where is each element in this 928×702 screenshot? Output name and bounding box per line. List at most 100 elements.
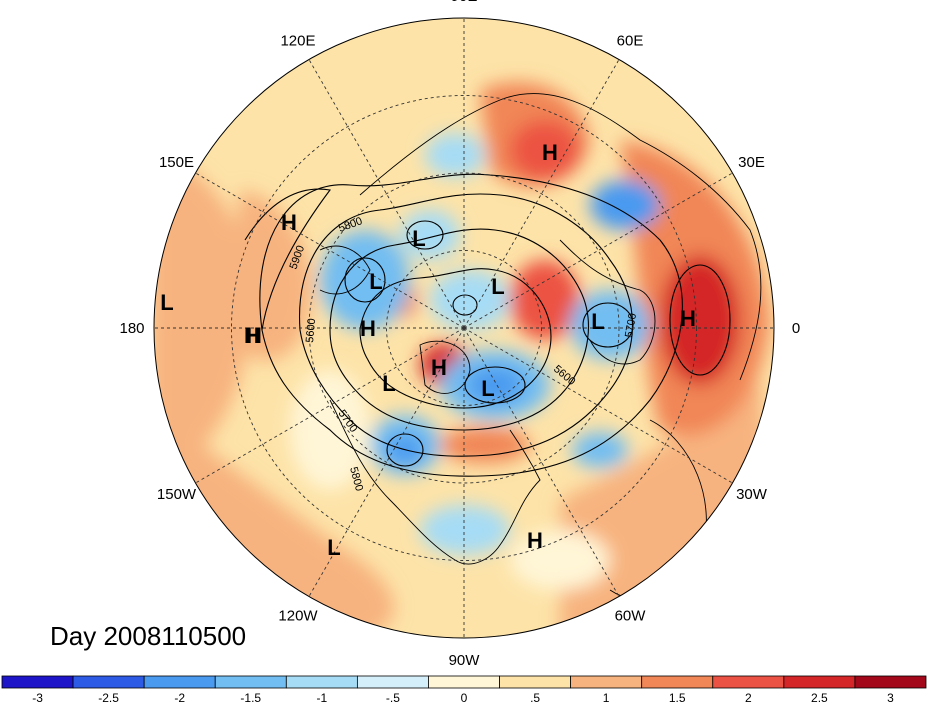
contour-inner-6 [406,220,444,250]
longitude-label-150w: 150W [157,486,197,503]
colorbar-swatch [214,675,287,689]
low-pressure-marker: L [160,290,173,315]
meridian-line [463,327,733,484]
contour-5900 [259,173,683,477]
low-pressure-marker: L [491,274,504,299]
colorbar-tick-label: 2 [745,691,752,702]
longitude-labels: 90E 60E 30E 0 30W 60W 90W 120W 150W 180 150E 120E [119,0,800,669]
field-central-red [510,260,580,340]
field-siberia-low [425,133,485,177]
colorbar-swatch [143,675,216,689]
high-pressure-marker: H [244,323,260,348]
coast-alaska [319,245,371,295]
contour-inner-3 [582,302,634,348]
colorbar-swatch [499,675,572,689]
meridian-line [308,327,465,597]
colorbar-tick-label: 2.5 [811,691,828,702]
field-pole-low [430,270,510,330]
low-pressure-marker: L [327,535,340,560]
date-caption: Day 2008110500 [50,621,246,651]
contour-label-4: 5600 [304,318,318,343]
contour-inner-4 [386,433,424,467]
colorbar-tick-label: -1.5 [240,691,261,702]
contour-inner-1 [344,257,386,303]
latitude-circle [308,172,620,484]
coast-north-america [329,399,541,565]
map-disc [154,18,774,638]
field-bering-low [400,210,460,260]
colorbar-tick-label: -2.5 [98,691,119,702]
high-pressure-marker: H [431,355,447,380]
colorbar-tick-label: 1.5 [669,691,686,702]
colorbar-swatch [641,675,714,689]
colorbar-swatch [72,675,145,689]
colorbar-swatch [712,675,785,689]
contour-label-6: 5700 [623,312,639,338]
colorbar-swatch [854,675,927,689]
coast-europe [559,239,656,365]
field-na-warm [440,427,530,463]
high-pressure-marker: H [360,316,376,341]
longitude-label-0: 0 [792,320,800,337]
latitude-circle [231,95,697,561]
contour-5700 [329,228,589,431]
high-pressure-marker: H [281,210,297,235]
high-pressure-marker: H [527,528,543,553]
colorbar-tick-label: -.5 [386,691,400,702]
high-pressure-marker: H [680,306,696,331]
meridian-line [195,172,465,329]
low-pressure-marker: L [382,371,395,396]
colorbar-tick-label: 0 [461,691,468,702]
longitude-label-90w: 90W [449,652,481,669]
coast-eurasia [359,93,762,381]
latitude-circle [386,250,542,406]
longitude-label-30e: 30E [738,154,765,171]
meridian-line [195,327,465,484]
high-pressure-marker: H [542,140,558,165]
colorbar-swatch [570,675,643,689]
high-pressure-marker: H [246,323,262,348]
low-pressure-marker: L [369,269,382,294]
field-us-low [420,505,510,555]
longitude-label-120w: 120W [278,608,318,625]
field-europe-core [660,255,740,385]
longitude-label-30w: 30W [736,486,768,503]
low-pressure-marker: L [591,309,604,334]
field-siberia-core [510,120,580,180]
field-scand-low [570,290,650,360]
contour-pacific [244,188,331,331]
colorbar-swatch [428,675,500,689]
colorbar-swatch [1,675,74,689]
longitude-label-180: 180 [119,320,144,337]
low-pressure-marker: L [481,376,494,401]
longitude-label-120e: 120E [280,33,315,50]
longitude-label-90e: 90E [451,0,478,5]
colorbar-swatch [356,675,429,689]
meridian-line [463,59,620,329]
graticule [154,18,774,638]
colorbar-tick-label: -3 [32,691,43,702]
longitude-label-60e: 60E [617,33,644,50]
meridian-line [463,327,620,597]
map-border [153,17,775,639]
field-west-pacific-warm [154,150,252,490]
colorbar-tick-label: -2 [174,691,185,702]
colorbar-tick-label: .5 [530,691,540,702]
colorbar-tick-label: -1 [317,691,328,702]
longitude-label-150e: 150E [159,154,194,171]
field-canada-low-core [467,367,523,403]
field-urals-low [590,180,660,230]
field-pale-2 [510,530,610,590]
colorbar-swatch [285,675,358,689]
colorbar-tick-label: 1 [603,691,610,702]
low-pressure-marker: L [412,226,425,251]
field-atl-low [572,432,628,468]
meridian-line [308,59,465,329]
field-alaska-low [320,230,410,330]
colorbar: -3 -2.5 -2 -1.5 -1 -.5 0 .5 1 1.5 2 2.5 3 [1,675,927,702]
colorbar-tick-label: 3 [887,691,894,702]
colorbar-swatch [783,675,856,689]
longitude-label-60w: 60W [615,608,647,625]
